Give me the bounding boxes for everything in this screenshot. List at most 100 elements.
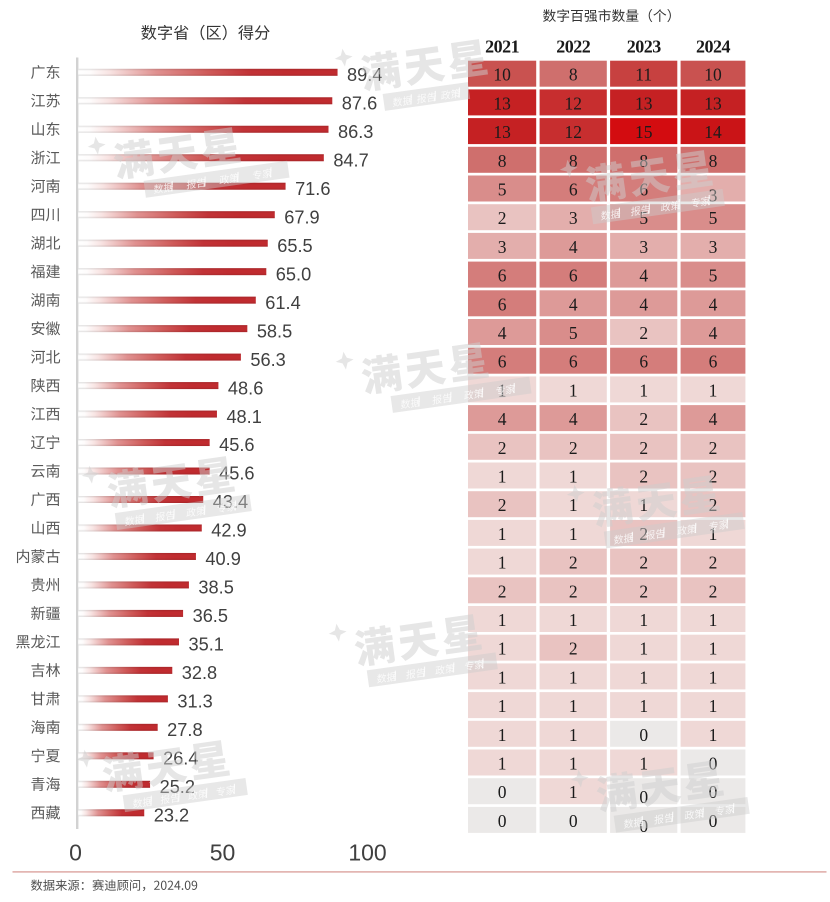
svg-text:65.0: 65.0 [276,264,311,284]
svg-text:3: 3 [709,237,718,257]
svg-text:6: 6 [498,352,507,372]
svg-text:8: 8 [569,65,578,85]
svg-text:1: 1 [709,667,718,687]
svg-text:40.9: 40.9 [205,549,240,569]
svg-text:35.1: 35.1 [188,635,223,655]
svg-text:1: 1 [498,380,507,400]
svg-text:2: 2 [709,553,718,573]
svg-text:0: 0 [498,782,507,802]
svg-text:89.4: 89.4 [347,65,382,85]
svg-text:42.9: 42.9 [211,521,246,541]
svg-text:32.8: 32.8 [182,663,217,683]
svg-text:56.3: 56.3 [250,350,285,370]
svg-text:1: 1 [569,524,578,544]
svg-text:0: 0 [69,839,82,865]
svg-text:1: 1 [709,610,718,630]
svg-text:12: 12 [564,122,582,142]
svg-text:6: 6 [569,266,578,286]
svg-text:1: 1 [569,754,578,774]
svg-text:1: 1 [639,610,648,630]
svg-text:11: 11 [635,65,652,85]
svg-text:3: 3 [569,208,578,228]
svg-text:4: 4 [709,409,718,429]
svg-text:100: 100 [348,839,386,865]
svg-text:1: 1 [498,639,507,659]
svg-text:5: 5 [709,208,718,228]
svg-text:71.6: 71.6 [295,179,330,199]
svg-text:2: 2 [498,208,507,228]
svg-text:67.9: 67.9 [284,207,319,227]
svg-text:86.3: 86.3 [338,122,373,142]
svg-text:3: 3 [639,237,648,257]
svg-text:4: 4 [639,266,648,286]
svg-text:4: 4 [639,294,648,314]
svg-text:1: 1 [709,639,718,659]
svg-text:1: 1 [639,754,648,774]
svg-text:5: 5 [569,323,578,343]
svg-text:50: 50 [210,839,236,865]
svg-text:6: 6 [569,180,578,200]
svg-text:8: 8 [498,151,507,171]
svg-text:1: 1 [498,696,507,716]
svg-text:5: 5 [639,208,648,228]
svg-text:0: 0 [639,725,648,745]
svg-text:3: 3 [498,237,507,257]
svg-text:2: 2 [709,438,718,458]
svg-text:1: 1 [709,524,718,544]
svg-text:4: 4 [498,409,507,429]
svg-text:1: 1 [639,696,648,716]
svg-text:10: 10 [704,65,722,85]
svg-text:6: 6 [498,266,507,286]
svg-text:2: 2 [569,639,578,659]
svg-text:38.5: 38.5 [198,578,233,598]
svg-text:1: 1 [498,610,507,630]
svg-text:23.2: 23.2 [154,805,189,825]
svg-text:6: 6 [498,294,507,314]
svg-text:1: 1 [498,553,507,573]
svg-text:6: 6 [639,352,648,372]
svg-text:0: 0 [639,787,648,807]
svg-text:65.5: 65.5 [277,236,312,256]
svg-text:2: 2 [498,495,507,515]
svg-text:2: 2 [709,581,718,601]
svg-text:1: 1 [498,524,507,544]
svg-text:2: 2 [639,553,648,573]
svg-text:1: 1 [498,467,507,487]
svg-text:2: 2 [639,524,648,544]
svg-text:4: 4 [498,323,507,343]
svg-text:2: 2 [569,438,578,458]
svg-text:27.8: 27.8 [167,720,202,740]
svg-text:1: 1 [498,725,507,745]
svg-text:5: 5 [498,180,507,200]
svg-text:1: 1 [709,696,718,716]
svg-text:0: 0 [498,811,507,831]
svg-text:4: 4 [569,294,578,314]
svg-text:48.6: 48.6 [228,378,263,398]
svg-text:87.6: 87.6 [342,93,377,113]
svg-text:12: 12 [564,93,582,113]
svg-text:2: 2 [709,495,718,515]
svg-text:1: 1 [639,380,648,400]
svg-text:2: 2 [569,553,578,573]
svg-text:2: 2 [639,581,648,601]
svg-text:1: 1 [569,467,578,487]
svg-text:1: 1 [639,495,648,515]
svg-text:1: 1 [569,725,578,745]
svg-text:1: 1 [569,667,578,687]
svg-text:1: 1 [569,782,578,802]
svg-text:2: 2 [569,581,578,601]
svg-text:58.5: 58.5 [257,321,292,341]
svg-text:1: 1 [709,725,718,745]
svg-text:2023: 2023 [627,37,662,57]
svg-text:25.2: 25.2 [160,777,195,797]
svg-text:3: 3 [709,186,718,206]
svg-text:45.6: 45.6 [219,435,254,455]
svg-text:36.5: 36.5 [193,606,228,626]
svg-text:1: 1 [569,696,578,716]
svg-text:2: 2 [498,438,507,458]
svg-text:2: 2 [639,438,648,458]
svg-text:13: 13 [704,93,722,113]
svg-text:2: 2 [498,581,507,601]
svg-text:4: 4 [709,294,718,314]
svg-text:0: 0 [639,816,648,836]
